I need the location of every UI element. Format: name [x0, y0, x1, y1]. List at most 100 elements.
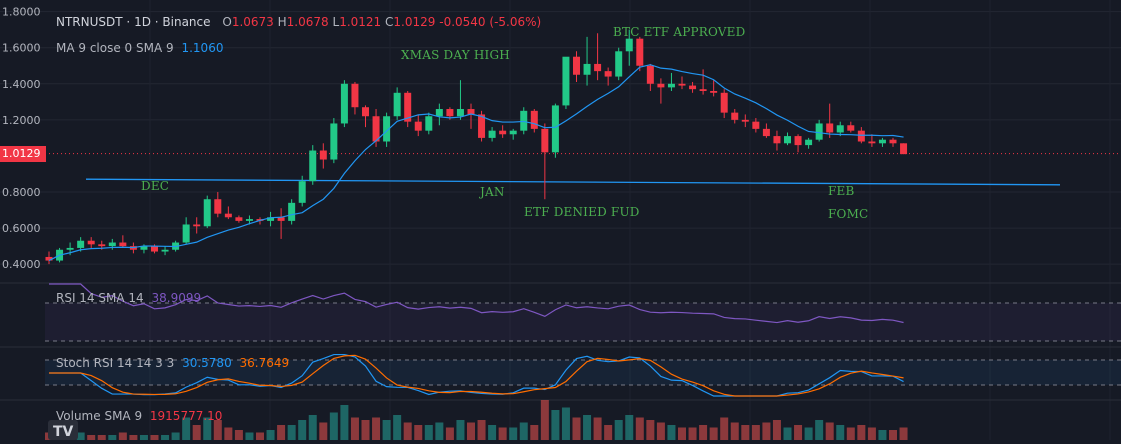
tradingview-logo-icon: TV [48, 420, 78, 440]
candle-body [372, 116, 380, 142]
symbol-legend[interactable]: NTRNUSDT · 1D · Binance O1.0673 H1.0678 … [56, 15, 542, 29]
volume-bar [87, 435, 96, 440]
change-value: -0.0540 [439, 15, 486, 29]
volume-bar [393, 415, 402, 440]
stoch-k-value: 30.5780 [182, 356, 232, 370]
volume-bar [435, 422, 444, 440]
candle-body [762, 128, 770, 137]
candle-body [836, 125, 844, 133]
candle-body [731, 112, 739, 120]
rsi-legend[interactable]: RSI 14 SMA 14 38.9099 [56, 291, 201, 305]
volume-bar [192, 425, 201, 440]
stoch-band [45, 360, 1121, 385]
volume-bar [604, 425, 613, 440]
candle-body [383, 116, 391, 142]
support-line [85, 178, 1061, 186]
candle-body [741, 119, 749, 122]
candle-body [699, 89, 707, 91]
candle-body [573, 56, 580, 75]
volume-bar [477, 420, 486, 440]
volume-bar [445, 427, 454, 440]
annotation-jan: JAN [480, 185, 505, 199]
candle-body [456, 109, 464, 117]
volume-bar [656, 422, 665, 440]
volume-bar [509, 427, 518, 440]
volume-bar [614, 420, 623, 440]
candle-body [752, 121, 760, 129]
candle-body [340, 83, 348, 124]
candle-body [900, 143, 908, 155]
volume-bar [224, 427, 233, 440]
candle-body [362, 107, 369, 117]
volume-bar [182, 417, 191, 440]
candle-body [594, 63, 602, 72]
volume-value: 1915777.10 [149, 409, 223, 423]
candle-body [245, 219, 253, 221]
candle-body [815, 123, 823, 140]
change-pct: (-5.06%) [489, 15, 542, 29]
volume-bar [256, 432, 264, 440]
candle-body [425, 116, 433, 131]
volume-bar [308, 415, 317, 440]
candle-body [108, 242, 116, 247]
candle-body [857, 130, 865, 142]
volume-legend[interactable]: Volume SMA 9 1915777.10 [56, 409, 222, 423]
volume-bar [97, 435, 106, 440]
stoch-d-line [49, 354, 904, 397]
price-tick-label: 1.2000 [2, 114, 41, 127]
volume-bar [329, 412, 338, 440]
candle-body [499, 130, 507, 135]
candle-body [805, 139, 813, 146]
open-value: 1.0673 [231, 15, 274, 29]
volume-bar [150, 435, 159, 440]
candle-body [868, 141, 876, 144]
volume-bar [751, 425, 760, 440]
interval: 1D [134, 15, 151, 29]
volume-bar [583, 415, 592, 440]
current-price-badge: 1.0129 [0, 145, 46, 162]
candle-body [446, 109, 454, 117]
candles [45, 29, 908, 265]
volume-bar [846, 427, 855, 440]
candle-body [119, 242, 127, 247]
stoch-legend[interactable]: Stoch RSI 14 14 3 3 30.5780 36.7649 [56, 356, 289, 370]
volume-bar [899, 427, 908, 440]
candle-body [288, 202, 296, 221]
volume-bar [129, 435, 138, 440]
volume-bar [540, 400, 549, 440]
volume-bar [804, 427, 813, 440]
volume-bars [45, 400, 908, 440]
candle-body [784, 136, 791, 144]
volume-bar [530, 425, 539, 440]
candle-body [77, 240, 85, 248]
ma-legend[interactable]: MA 9 close 0 SMA 9 1.1060 [56, 41, 223, 55]
candle-body [604, 71, 612, 77]
volume-bar [139, 435, 148, 440]
annotation-btc-etf: BTC ETF APPROVED [613, 25, 746, 39]
candle-body [66, 247, 74, 250]
volume-bar [625, 415, 634, 440]
volume-bar [551, 410, 560, 440]
volume-bar [836, 425, 845, 440]
volume-bar [867, 427, 876, 440]
volume-bar [720, 417, 729, 440]
candle-body [488, 130, 496, 138]
stoch-d-value: 36.7649 [239, 356, 290, 370]
candle-body [530, 110, 538, 129]
volume-bar [277, 425, 286, 440]
candle-body [646, 65, 654, 84]
volume-bar [572, 417, 581, 440]
volume-bar [171, 432, 180, 440]
ma-label: MA 9 close 0 SMA 9 [56, 41, 174, 55]
candle-body [277, 217, 285, 221]
volume-bar [234, 430, 243, 440]
volume-bar [403, 422, 412, 440]
volume-bar [667, 425, 676, 440]
candle-body [98, 244, 106, 247]
annotation-fomc: FOMC [828, 207, 869, 221]
annotation-dec: DEC [141, 179, 170, 193]
candle-body [182, 224, 190, 243]
candle-body [678, 83, 686, 86]
